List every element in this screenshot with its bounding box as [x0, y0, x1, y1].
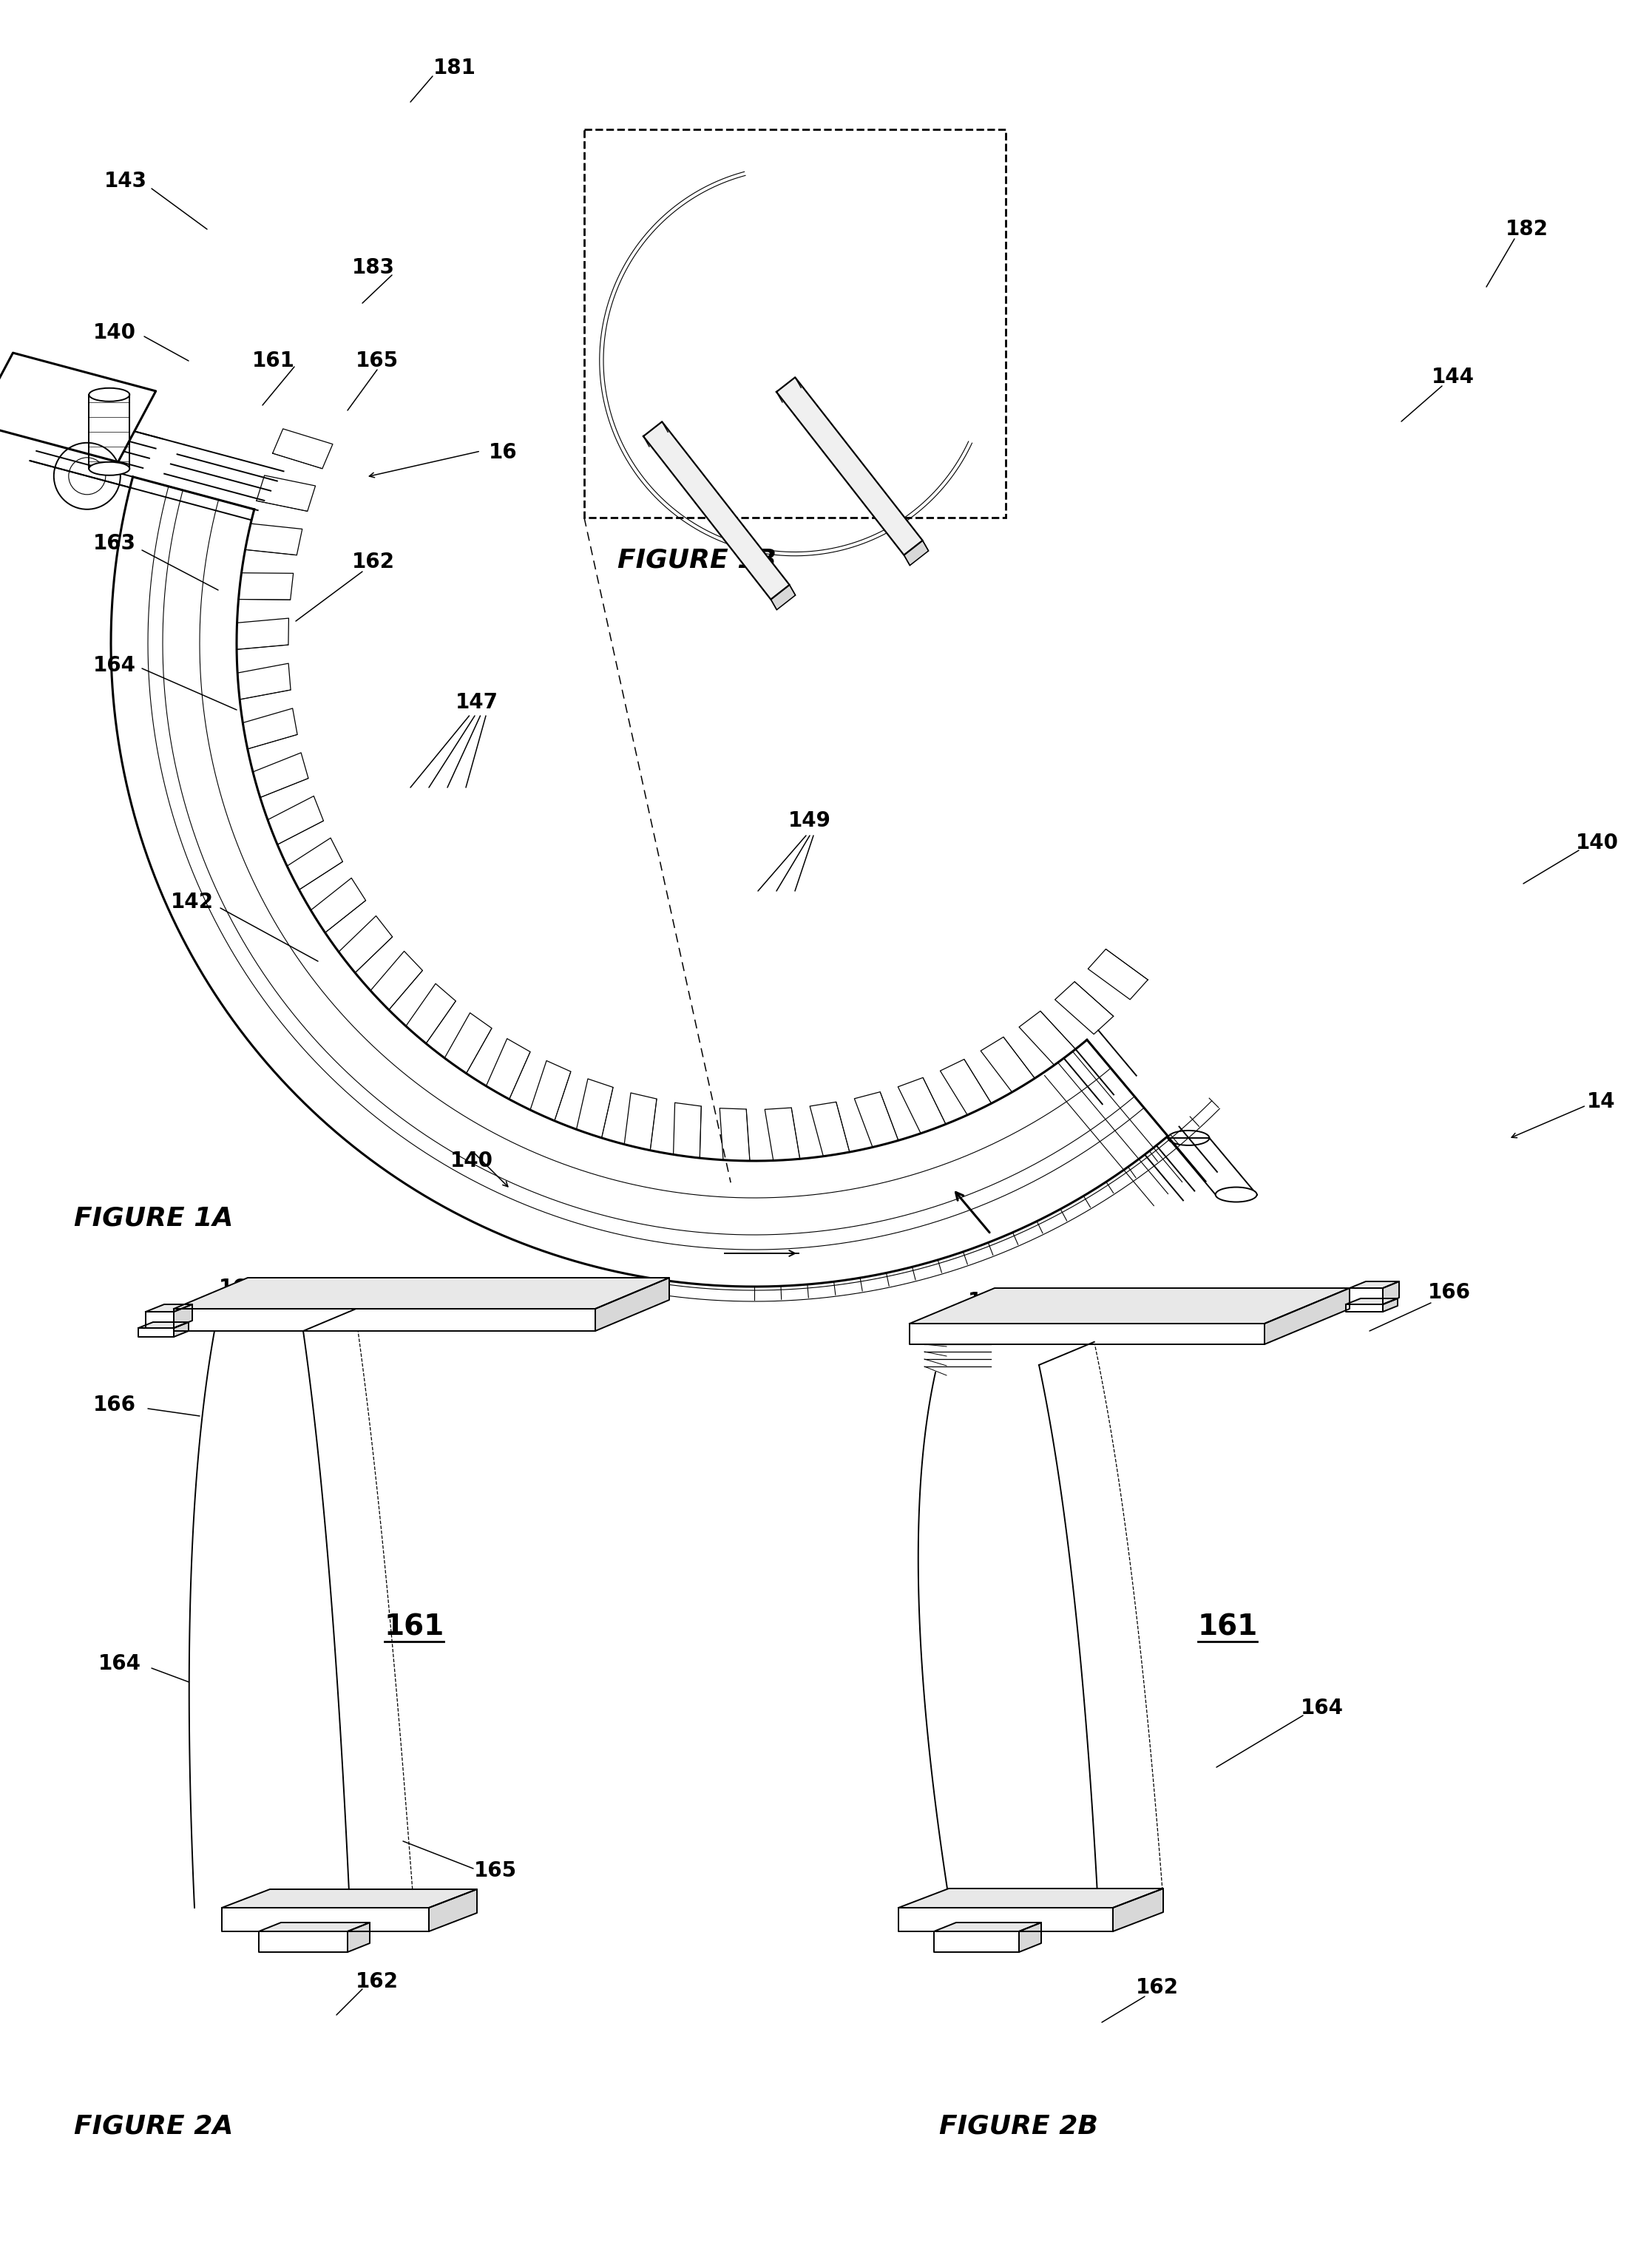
- Text: 14: 14: [1586, 1092, 1616, 1112]
- Polygon shape: [643, 422, 790, 600]
- Polygon shape: [1346, 1299, 1398, 1304]
- Polygon shape: [910, 1324, 1264, 1345]
- Text: 162: 162: [352, 553, 395, 573]
- Polygon shape: [933, 1931, 1019, 1951]
- Polygon shape: [899, 1888, 1163, 1909]
- Text: 142: 142: [170, 891, 213, 911]
- Text: 166: 166: [1427, 1281, 1470, 1304]
- Text: 165: 165: [355, 350, 398, 372]
- Polygon shape: [1383, 1281, 1399, 1304]
- Polygon shape: [899, 1909, 1113, 1931]
- Text: 163: 163: [218, 1277, 261, 1299]
- Text: 161: 161: [383, 1613, 444, 1640]
- Text: 183: 183: [352, 257, 395, 277]
- Polygon shape: [1383, 1299, 1398, 1311]
- Polygon shape: [173, 1304, 192, 1329]
- Polygon shape: [933, 1922, 1041, 1931]
- Text: 140: 140: [1576, 832, 1619, 853]
- Polygon shape: [139, 1322, 188, 1329]
- Polygon shape: [188, 1331, 350, 1909]
- Text: 147: 147: [833, 203, 876, 226]
- Polygon shape: [776, 377, 922, 555]
- Polygon shape: [771, 584, 795, 609]
- Text: 182: 182: [1505, 219, 1548, 239]
- Text: FIGURE 2B: FIGURE 2B: [938, 2114, 1099, 2139]
- Polygon shape: [1264, 1288, 1350, 1345]
- Polygon shape: [259, 1922, 370, 1931]
- Polygon shape: [221, 1909, 430, 1931]
- Ellipse shape: [1216, 1187, 1257, 1202]
- Polygon shape: [139, 1329, 173, 1338]
- Polygon shape: [173, 1277, 669, 1308]
- Text: 164: 164: [93, 654, 135, 677]
- Polygon shape: [904, 541, 928, 566]
- Polygon shape: [430, 1888, 477, 1931]
- Polygon shape: [1350, 1281, 1399, 1288]
- Text: 163: 163: [968, 1290, 1011, 1311]
- Text: 140: 140: [93, 323, 135, 343]
- Text: FIGURE 1B: FIGURE 1B: [618, 548, 776, 573]
- Ellipse shape: [89, 462, 129, 476]
- Polygon shape: [595, 1277, 669, 1331]
- Polygon shape: [173, 1322, 188, 1338]
- Polygon shape: [173, 1308, 595, 1331]
- Polygon shape: [145, 1311, 173, 1329]
- Polygon shape: [1350, 1288, 1383, 1304]
- Polygon shape: [0, 352, 155, 462]
- Text: FIGURE 1A: FIGURE 1A: [74, 1205, 233, 1230]
- Text: 161: 161: [1198, 1613, 1257, 1640]
- Text: 164: 164: [99, 1654, 140, 1674]
- Text: 147: 147: [456, 693, 499, 713]
- Polygon shape: [1019, 1922, 1041, 1951]
- Polygon shape: [259, 1931, 347, 1951]
- Polygon shape: [1346, 1304, 1383, 1311]
- Polygon shape: [221, 1888, 477, 1909]
- Text: 162: 162: [1137, 1976, 1180, 1999]
- Text: 166: 166: [93, 1394, 135, 1415]
- Text: 148: 148: [892, 318, 935, 338]
- Text: 144: 144: [1432, 368, 1475, 388]
- Text: 16: 16: [489, 442, 517, 462]
- Text: 163: 163: [93, 532, 135, 553]
- Text: 143: 143: [104, 171, 147, 192]
- Polygon shape: [347, 1922, 370, 1951]
- Text: 162: 162: [355, 1972, 398, 1992]
- Polygon shape: [910, 1288, 1350, 1324]
- Text: FIGURE 2A: FIGURE 2A: [74, 2114, 233, 2139]
- Text: 161: 161: [253, 350, 296, 372]
- Text: 165: 165: [474, 1861, 517, 1882]
- Text: 140: 140: [451, 1151, 494, 1171]
- Polygon shape: [1113, 1888, 1163, 1931]
- Text: 149: 149: [788, 810, 831, 830]
- Text: 181: 181: [433, 59, 476, 79]
- Polygon shape: [919, 1365, 1099, 1909]
- Bar: [585, 129, 1006, 517]
- Polygon shape: [145, 1304, 192, 1311]
- Text: 164: 164: [1300, 1699, 1343, 1719]
